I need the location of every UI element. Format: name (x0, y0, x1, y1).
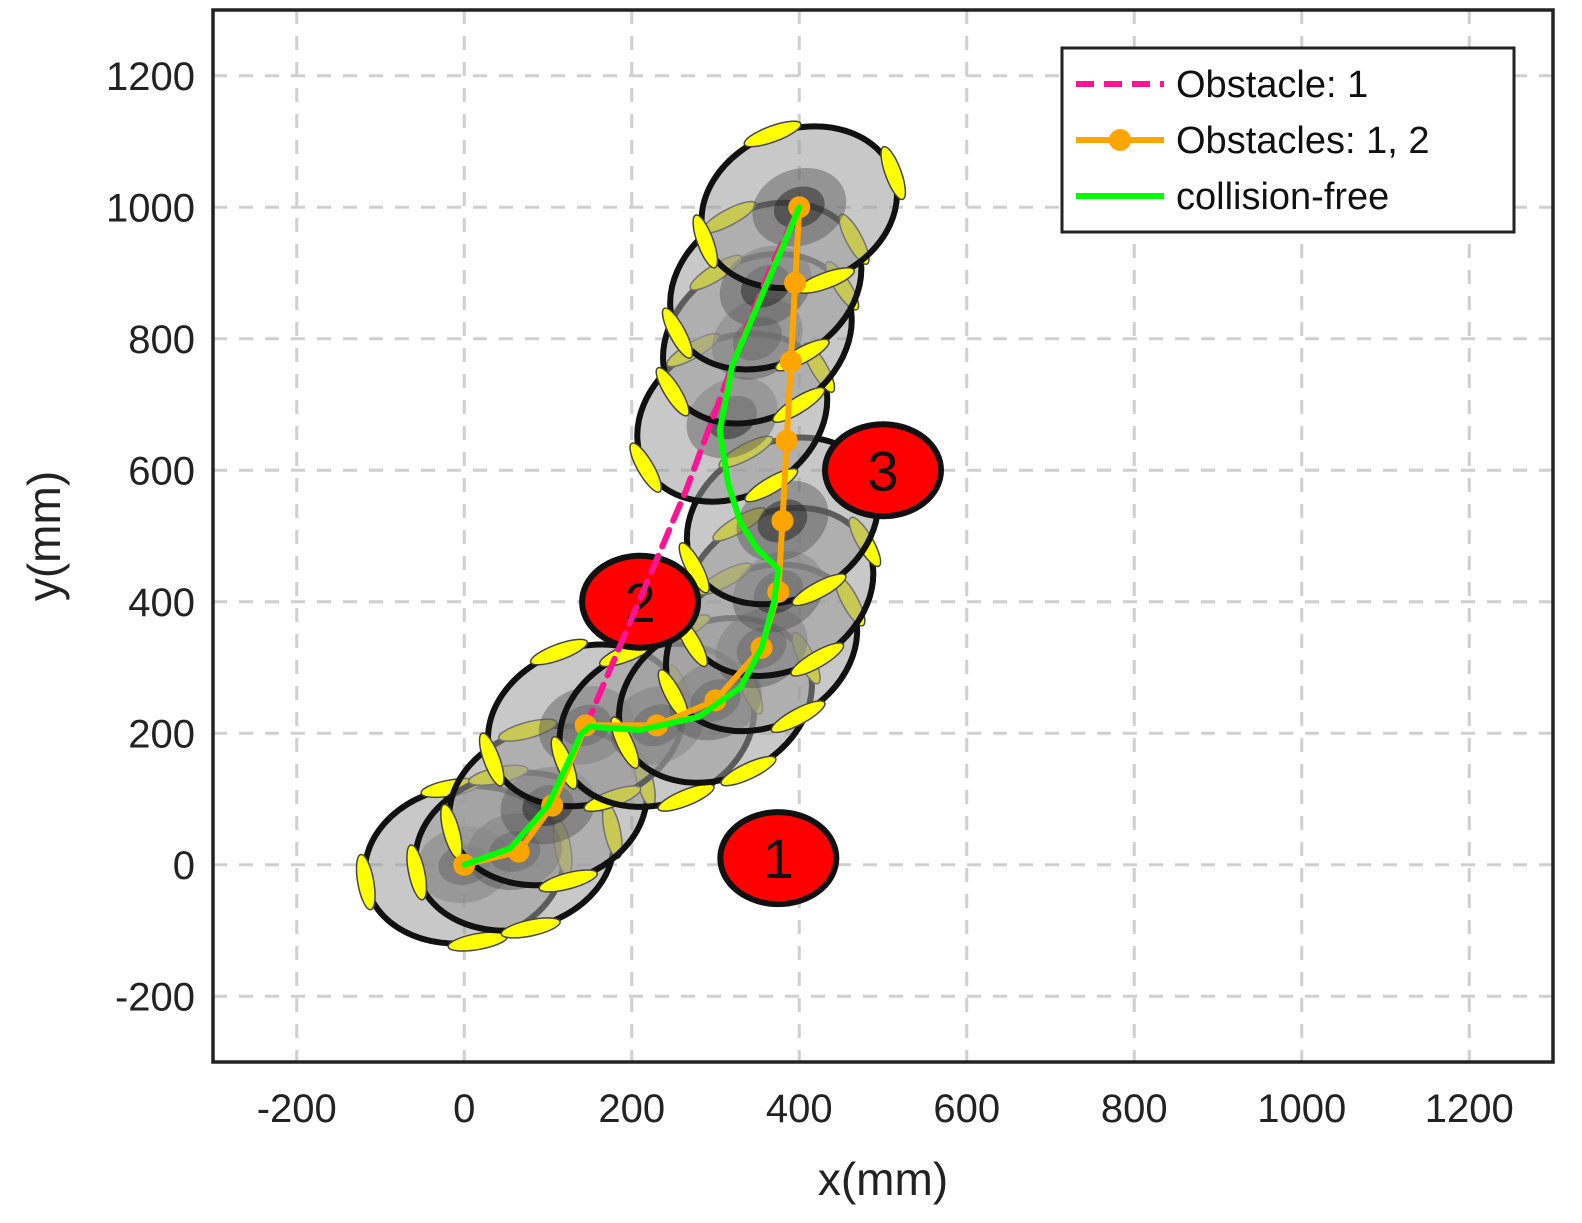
robot-wheel (720, 755, 777, 787)
y-tick-label: 1200 (106, 55, 195, 99)
series-marker (779, 350, 802, 373)
y-axis-ticks: -200 0 200 400 600 800 1000 1200 (106, 55, 195, 1020)
robot-wheel (538, 869, 598, 893)
legend-label: collision-free (1176, 176, 1389, 218)
legend-box (1060, 46, 1516, 234)
series-marker (775, 429, 798, 452)
robot-wheel (478, 732, 505, 787)
y-axis-title: y(mm) (18, 471, 70, 601)
robot-wheel (743, 120, 802, 148)
obstacle-label: 1 (763, 827, 794, 890)
robot-wheel (880, 145, 907, 201)
obstacle-circle (822, 421, 944, 520)
x-tick-label: 1000 (1257, 1087, 1346, 1131)
x-axis-title: x(mm) (818, 1153, 948, 1205)
x-tick-label: -200 (257, 1087, 337, 1131)
obstacle: 3 (822, 421, 944, 520)
obstacle: 1 (717, 809, 840, 908)
x-tick-label: 600 (933, 1087, 1000, 1131)
y-tick-label: 1000 (106, 186, 195, 230)
x-axis-ticks: -200 0 200 400 600 800 1000 1200 (257, 1087, 1514, 1131)
obstacle-circle (579, 552, 702, 651)
y-tick-label: 200 (128, 712, 195, 756)
trajectory-lines (453, 196, 811, 876)
plot-frame (211, 8, 1555, 1064)
robot-wheel (661, 307, 694, 359)
obstacle-label: 3 (867, 439, 898, 502)
x-tick-label: 1200 (1425, 1087, 1514, 1131)
robot-wheel (657, 783, 715, 812)
legend: Obstacle: 1 Obstacles: 1, 2 collision-free (1060, 46, 1516, 234)
robot-wheel (529, 638, 589, 666)
x-tick-label: 0 (453, 1087, 475, 1131)
robot-wheel (655, 366, 690, 417)
robot-wheel (629, 442, 663, 493)
y-tick-label: 800 (128, 318, 195, 362)
obstacle-circle (717, 809, 840, 908)
y-tick-label: 0 (173, 844, 195, 888)
robot-wheel (790, 642, 845, 677)
robot-wheel (406, 844, 428, 901)
y-tick-label: 400 (128, 581, 195, 625)
robot-wheel (500, 917, 561, 939)
legend-label: Obstacles: 1, 2 (1176, 120, 1429, 162)
x-tick-label: 400 (766, 1087, 833, 1131)
x-tick-label: 200 (598, 1087, 665, 1131)
legend-marker (1109, 129, 1131, 151)
series-marker (784, 271, 807, 294)
series-marker (771, 509, 794, 532)
robot-wheel (692, 214, 719, 269)
y-tick-label: 600 (128, 449, 195, 493)
legend-label: Obstacle: 1 (1176, 64, 1368, 106)
robot-wheel (791, 573, 847, 607)
robot-wheel (355, 853, 376, 911)
robot-wheel (770, 700, 826, 734)
obstacle: 2 (579, 552, 702, 651)
x-tick-label: 800 (1101, 1087, 1168, 1131)
series-line (461, 204, 803, 868)
y-tick-label: -200 (115, 975, 195, 1019)
